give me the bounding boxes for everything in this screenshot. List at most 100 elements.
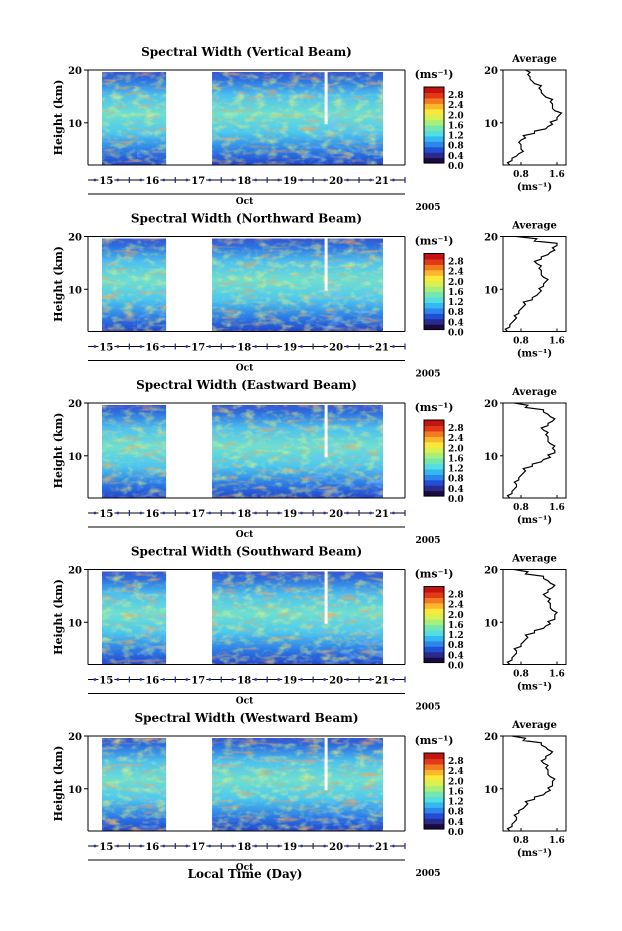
colorbar-unit: (ms⁻¹)	[415, 734, 454, 747]
day-marker	[162, 678, 166, 681]
colorbar-swatch	[424, 602, 444, 609]
colorbar-swatch	[424, 468, 444, 475]
y-tick-label: 10	[68, 452, 82, 463]
colorbar-swatch	[424, 146, 444, 153]
colorbar-tick-label: 2.4	[448, 101, 464, 111]
day-label: 17	[191, 676, 205, 687]
colorbar-swatch	[424, 125, 444, 132]
y-tick-label: 20	[68, 399, 82, 410]
colorbar-swatch	[424, 646, 444, 653]
day-label: 18	[237, 509, 251, 520]
colorbar-frame	[423, 586, 445, 663]
day-label: 17	[191, 176, 205, 187]
day-label: 17	[191, 509, 205, 520]
y-tick-label: 20	[68, 732, 82, 743]
colorbar-swatch	[424, 753, 444, 760]
colorbar-tick-label: 0.4	[448, 818, 464, 828]
panel-title: Spectral Width (Eastward Beam)	[136, 378, 357, 392]
panel-3: Spectral Width (Southward Beam)2010Heigh…	[52, 545, 567, 713]
panel-title: Spectral Width (Vertical Beam)	[141, 45, 352, 59]
average-x-tick-label: 1.6	[549, 503, 565, 513]
data-gap-line	[324, 72, 328, 125]
colorbar-swatch	[424, 307, 444, 314]
day-marker	[116, 345, 120, 348]
colorbar-swatch	[424, 313, 444, 320]
colorbar-swatch	[424, 296, 444, 303]
colorbar-swatch	[424, 420, 444, 427]
day-marker	[369, 678, 372, 681]
x-axis-label: Local Time (Day)	[188, 867, 303, 881]
colorbar-swatch	[424, 608, 444, 615]
day-marker	[185, 345, 189, 348]
colorbar-swatch	[424, 796, 444, 803]
colorbar-swatch	[424, 264, 444, 271]
colorbar-swatch	[424, 640, 444, 647]
day-label: 16	[145, 676, 159, 687]
colorbar-swatch	[424, 624, 444, 631]
day-marker	[93, 178, 97, 182]
y-tick-label: 20	[68, 566, 82, 577]
colorbar-unit: (ms⁻¹)	[415, 68, 454, 81]
day-marker	[116, 511, 120, 515]
day-marker	[208, 678, 212, 681]
average-y-tick-label: 20	[484, 233, 498, 244]
day-marker	[254, 345, 258, 348]
y-tick-label: 10	[68, 785, 82, 796]
colorbar-swatch	[424, 785, 444, 792]
day-label: 16	[145, 842, 159, 853]
day-label: 16	[145, 343, 159, 354]
day-marker	[300, 511, 304, 515]
average-y-tick-label: 10	[484, 452, 498, 463]
colorbar-tick-label: 0.0	[448, 495, 464, 505]
month-label: Oct	[236, 364, 254, 374]
day-marker	[162, 345, 166, 348]
colorbar-swatch	[424, 130, 444, 137]
colorbar-tick-label: 0.8	[448, 475, 464, 485]
day-marker	[277, 678, 281, 681]
colorbar-tick-label: 1.6	[448, 787, 464, 797]
colorbar-swatch	[424, 479, 444, 486]
average-y-tick-label: 10	[484, 285, 498, 296]
day-label: 21	[375, 343, 389, 354]
day-marker	[231, 178, 235, 182]
colorbar-tick-label: 2.8	[448, 91, 464, 101]
average-title: Average	[511, 54, 557, 65]
day-marker	[369, 345, 372, 348]
day-marker	[323, 178, 327, 182]
day-marker	[277, 345, 281, 348]
colorbar-tick-label: 2.4	[448, 601, 464, 611]
average-frame	[502, 735, 567, 832]
day-marker	[208, 511, 212, 515]
day-label: 21	[375, 509, 389, 520]
colorbar-swatch	[424, 447, 444, 454]
day-marker	[300, 844, 304, 848]
colorbar-tick-label: 0.8	[448, 142, 464, 152]
year-label: 2005	[415, 203, 440, 213]
day-marker	[93, 844, 97, 848]
colorbar-frame	[423, 752, 445, 830]
colorbar-tick-label: 1.2	[448, 298, 464, 308]
colorbar-swatch	[424, 629, 444, 636]
average-y-tick-label: 10	[484, 618, 498, 629]
heatmap-low-region	[306, 112, 383, 165]
colorbar-swatch	[424, 823, 444, 830]
day-label: 15	[99, 676, 113, 687]
day-marker	[369, 178, 372, 182]
y-tick-label: 20	[68, 233, 82, 244]
day-marker	[346, 511, 349, 515]
colorbar-swatch	[424, 801, 444, 808]
colorbar-swatch	[424, 591, 444, 598]
average-profile-line	[506, 568, 559, 665]
day-marker	[208, 178, 212, 182]
colorbar-swatch	[424, 141, 444, 148]
day-marker	[254, 511, 258, 515]
day-label: 21	[375, 676, 389, 687]
y-axis-label: Height (km)	[52, 413, 65, 489]
average-x-label: (ms⁻¹)	[517, 848, 552, 859]
colorbar-swatch	[424, 253, 444, 260]
colorbar-swatch	[424, 763, 444, 770]
day-marker	[346, 844, 349, 848]
day-marker	[185, 178, 189, 182]
day-marker	[323, 345, 327, 348]
average-x-label: (ms⁻¹)	[517, 349, 552, 360]
